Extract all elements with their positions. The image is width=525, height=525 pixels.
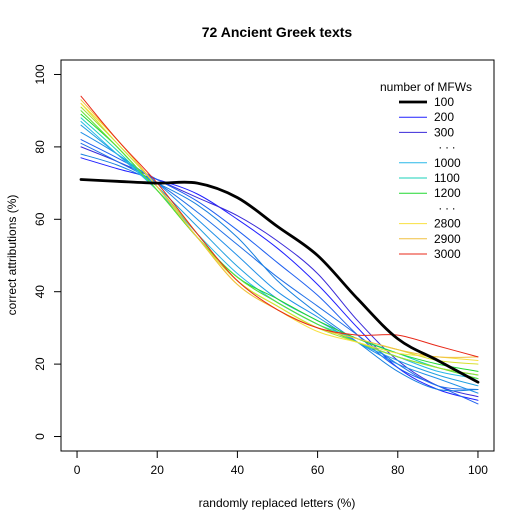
legend-label: 1200 <box>434 186 461 200</box>
legend-label: 200 <box>434 110 454 124</box>
x-tick-label: 40 <box>231 463 245 477</box>
y-axis-label: correct attributions (%) <box>5 195 19 316</box>
legend-label: 1000 <box>434 156 461 170</box>
legend-label: 2900 <box>434 232 461 246</box>
legend-label: 300 <box>434 125 454 139</box>
legend-label: 1100 <box>434 171 460 185</box>
x-tick-label: 60 <box>311 463 325 477</box>
legend-label: 100 <box>434 95 454 109</box>
plot-frame <box>60 59 495 452</box>
series-line-3000 <box>80 95 479 358</box>
x-axis: 0 20 40 60 80 100 <box>74 451 488 477</box>
y-tick-label: 0 <box>33 433 47 440</box>
x-tick-label: 0 <box>74 463 81 477</box>
legend-label: 3000 <box>434 247 461 261</box>
x-axis-label: randomly replaced letters (%) <box>199 496 356 510</box>
series-line-mfw-13 <box>80 102 479 365</box>
chart-title: 72 Ancient Greek texts <box>202 24 353 40</box>
x-tick-label: 20 <box>151 463 165 477</box>
legend-title: number of MFWs <box>380 80 472 94</box>
y-tick-label: 100 <box>33 64 47 84</box>
legend-label: 2800 <box>434 217 461 231</box>
y-axis: 0 20 40 60 80 100 <box>33 64 61 440</box>
y-tick-label: 80 <box>33 140 47 154</box>
x-tick-label: 100 <box>468 463 488 477</box>
series-layer <box>79 95 480 405</box>
plot-border <box>60 59 495 452</box>
legend-ellipsis: . . . <box>439 198 456 212</box>
x-tick-label: 80 <box>391 463 405 477</box>
y-tick-label: 60 <box>33 212 47 226</box>
y-tick-label: 40 <box>33 285 47 299</box>
series-line-100 <box>79 178 480 384</box>
legend-ellipsis: . . . <box>439 138 456 152</box>
y-tick-label: 20 <box>33 357 47 371</box>
